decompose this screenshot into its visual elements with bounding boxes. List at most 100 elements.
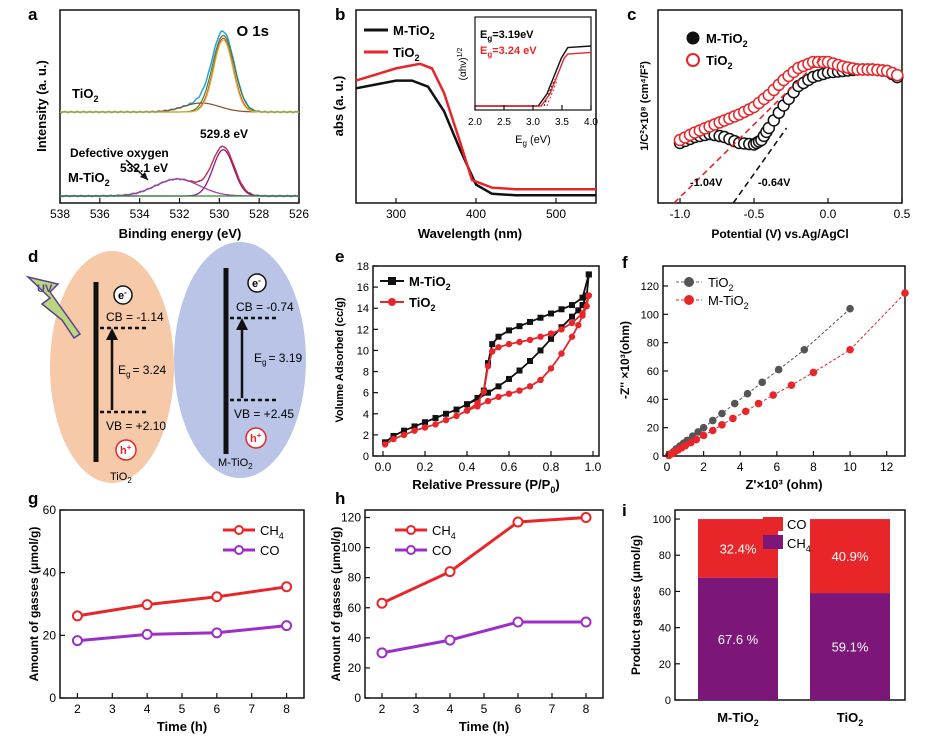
h-ticks-xtick-label: 6 [515, 702, 522, 716]
h-ticks-ytick-label: 20 [348, 661, 362, 675]
e-marker-tio2 [463, 407, 471, 414]
i-legend-swatch-ch4 [763, 535, 783, 549]
e-marker-tio2 [411, 427, 418, 434]
f-ytick-label: 120 [641, 281, 659, 293]
i-ytick-label: 20 [659, 659, 671, 671]
d-mtio2-hole-icon [245, 427, 267, 449]
e-marker-mtio2 [548, 310, 554, 317]
d-uv-label: UV [37, 283, 53, 295]
g-ticks-xtick-label: 2 [74, 702, 81, 716]
c-legend-marker-tio2 [686, 53, 700, 67]
c-xtick-label: 0.5 [894, 207, 911, 221]
h-ticks-ytick-label: 80 [348, 571, 362, 585]
a-xtick-label: 536 [90, 207, 110, 221]
h-ticks-xtick-label: 8 [583, 702, 590, 716]
e-marker-tio2 [537, 376, 544, 384]
f-marker-tio2 [694, 428, 702, 436]
f-ytick-label: 80 [647, 338, 659, 350]
a-xtick-label: 530 [209, 207, 229, 221]
d-tio2-vb: VB = +2.10 [106, 419, 166, 433]
b-inset-frame [474, 16, 592, 111]
e-xtick-label: 0.4 [459, 460, 476, 474]
e-marker-mtio2 [516, 367, 523, 374]
f-marker-tio2 [774, 365, 783, 374]
e-marker-tio2 [505, 390, 513, 397]
f-xtick-label: 4 [737, 460, 744, 474]
f-legend-marker-tio2 [684, 277, 694, 287]
a-title: O 1s [236, 23, 269, 40]
f-marker-mtio2 [901, 289, 909, 297]
g-ticks-xtick-label: 8 [283, 702, 290, 716]
g-legend-ch4: CH4 [260, 523, 284, 541]
i-bars: 67.6 % 32.4% M-TiO2 59.1% 40.9% TiO2 [698, 519, 890, 728]
f-ylabel: -Z'' ×10³(ohm) [618, 321, 632, 399]
c-xtick-label: -1.0 [670, 207, 691, 221]
e-ticks: 0.0 0.2 0.4 0.6 0.8 1.0 0 2 4 6 8 10 12 14 16 18 [357, 261, 602, 474]
e-marker-mtio2 [506, 327, 512, 334]
a-label-mtio2: M-TiO2 [68, 170, 110, 188]
i-ytick-label: 0 [665, 695, 671, 707]
a-defect-arrowhead [140, 172, 148, 180]
e-ytick-label: 2 [363, 430, 369, 442]
d-mtio2-electron: e- [252, 276, 261, 290]
e-marker-mtio2 [443, 410, 449, 417]
i-legend-co: CO [787, 517, 807, 532]
c-xtick-label: 0.0 [820, 207, 837, 221]
e-ytick-label: 6 [363, 388, 369, 400]
g-curves-marker-co [141, 628, 153, 640]
f-marker-mtio2 [699, 431, 708, 440]
h-ticks-ytick-label: 40 [348, 631, 362, 645]
f-xlabel: Z'×10³ (ohm) [745, 477, 822, 492]
e-marker-tio2 [505, 340, 513, 348]
e-marker-mtio2 [585, 271, 592, 278]
b-xtick-label: 400 [466, 207, 486, 221]
f-marker-mtio2 [741, 407, 750, 416]
c-legend-tio2: TiO2 [706, 53, 732, 71]
e-marker-mtio2 [411, 423, 418, 430]
c-xlabel: Potential (V) vs.Ag/AgCl [711, 227, 848, 241]
e-marker-mtio2 [485, 389, 491, 396]
a-xtick-label: 534 [130, 207, 150, 221]
f-marker-tio2 [718, 409, 726, 418]
e-ytick-label: 4 [363, 409, 369, 421]
g-ticks-ytick-label: 40 [43, 566, 57, 580]
e-marker-tio2 [547, 365, 555, 372]
c-xtick-label: -0.5 [744, 207, 765, 221]
b-inset-ylabel: (αhν)1/2 [457, 48, 469, 81]
e-ytick-label: 12 [357, 324, 369, 336]
d-tio2-cb: CB = -1.14 [106, 310, 164, 324]
a-x-ticks: 538 536 534 532 530 528 526 [50, 198, 309, 221]
h-legend-marker-ch4 [406, 525, 416, 535]
e-marker-tio2 [575, 321, 582, 329]
e-curves [381, 271, 592, 448]
g-ticks-xtick-label: 5 [179, 702, 186, 716]
e-marker-tio2 [484, 363, 492, 370]
h-curves-marker-co [444, 634, 456, 646]
f-ytick-label: 40 [647, 394, 659, 406]
h-ticks-xtick-label: 7 [549, 702, 556, 716]
e-xtick-label: 1.0 [585, 460, 602, 474]
i-legend-swatch-co [763, 517, 783, 531]
a-defect-label: Defective oxygen [70, 146, 169, 160]
b-xtick-label: 500 [546, 207, 566, 221]
e-marker-tio2 [400, 431, 408, 439]
e-marker-tio2 [432, 421, 439, 428]
e-marker-tio2 [495, 344, 502, 351]
panel-letter-d: d [28, 247, 38, 266]
i-label-co: 40.9% [832, 549, 869, 564]
g-curves-marker-co [211, 627, 223, 639]
i-axes-frame [674, 509, 906, 701]
h-curves-marker-co [376, 647, 388, 659]
e-legend-tio2: TiO2 [409, 295, 435, 313]
e-marker-tio2 [474, 400, 481, 407]
b-inset-x-ticks: 2.0 2.5 3.0 3.5 4.0 [468, 105, 598, 128]
e-ytick-label: 0 [363, 451, 369, 463]
i-label-ch4: 67.6 % [718, 632, 759, 647]
e-marker-tio2 [516, 387, 523, 394]
a-xtick-label: 526 [289, 207, 309, 221]
f-xtick-label: 0 [664, 460, 671, 474]
g-curves-marker-co [71, 635, 83, 647]
c-flatband-mtio2: -0.64V [758, 177, 791, 189]
h-ticks-ytick-label: 120 [341, 511, 361, 525]
a-peak-label-532: 532.1 eV [120, 161, 168, 175]
